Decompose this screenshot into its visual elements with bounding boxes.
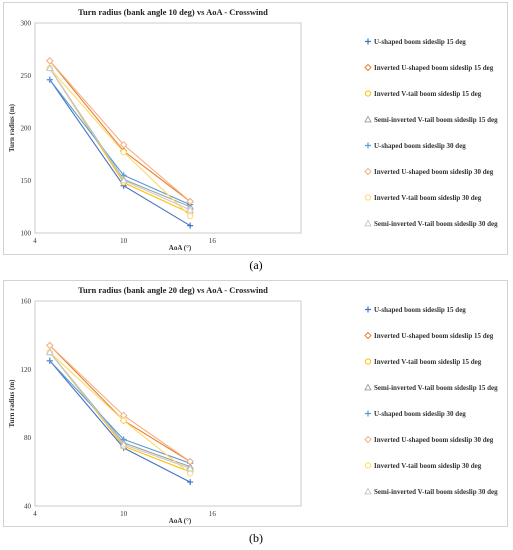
legend-marker bbox=[365, 410, 371, 417]
data-point bbox=[46, 76, 53, 83]
data-point bbox=[120, 149, 127, 156]
data-point bbox=[187, 213, 194, 220]
legend-entry: Inverted U-shaped boom sideslip 30 deg bbox=[374, 168, 494, 176]
y-tick-label: 200 bbox=[21, 125, 32, 133]
data-point bbox=[186, 205, 195, 213]
x-tick-label: 10 bbox=[120, 237, 128, 245]
x-axis-label: AoA (°) bbox=[169, 517, 192, 525]
data-point bbox=[46, 357, 53, 364]
legend-marker bbox=[364, 435, 372, 444]
chart-b-svg: Turn radius (bank angle 20 deg) vs AoA -… bbox=[8, 285, 498, 525]
data-point bbox=[187, 470, 194, 477]
series-line bbox=[49, 67, 191, 211]
y-tick-label: 40 bbox=[24, 503, 32, 511]
y-axis-label: Turn radius (m) bbox=[8, 103, 16, 152]
legend-marker bbox=[364, 462, 372, 469]
legend-marker bbox=[364, 487, 372, 495]
legend-entry: Inverted V-tail boom sideslip 30 deg bbox=[374, 462, 482, 470]
legend-entry: Semi-inverted V-tail boom sideslip 15 de… bbox=[374, 116, 498, 124]
legend-marker bbox=[364, 194, 372, 201]
legend-marker bbox=[364, 63, 372, 72]
x-tick-label: 16 bbox=[209, 510, 217, 518]
y-tick-label: 120 bbox=[21, 366, 32, 374]
chart-a-svg: Turn radius (bank angle 10 deg) vs AoA -… bbox=[8, 7, 498, 252]
chart-title: Turn radius (bank angle 10 deg) vs AoA -… bbox=[78, 7, 268, 17]
data-point bbox=[120, 417, 127, 424]
legend-marker bbox=[365, 306, 371, 313]
legend-entry: Inverted V-tail boom sideslip 15 deg bbox=[374, 90, 482, 98]
panel-label-b: (b) bbox=[249, 531, 263, 545]
plot-area bbox=[34, 300, 302, 507]
legend-entry: U-shaped boom sideslip 30 deg bbox=[374, 410, 466, 418]
series-line bbox=[49, 67, 191, 217]
legend-entry: Inverted U-shaped boom sideslip 15 deg bbox=[374, 332, 494, 340]
y-tick-label: 100 bbox=[21, 230, 32, 238]
data-point bbox=[187, 222, 194, 229]
data-point bbox=[119, 440, 128, 448]
x-tick-label: 4 bbox=[33, 510, 37, 518]
data-point bbox=[186, 464, 195, 472]
legend-marker bbox=[365, 142, 371, 149]
legend-marker bbox=[364, 90, 372, 97]
y-tick-label: 150 bbox=[21, 177, 32, 185]
chart-panel-b: Turn radius (bank angle 20 deg) vs AoA -… bbox=[3, 280, 508, 527]
legend-marker bbox=[364, 219, 372, 227]
data-point bbox=[45, 348, 54, 356]
legend-marker bbox=[364, 167, 372, 176]
legend-marker bbox=[364, 358, 372, 365]
legend-entry: U-shaped boom sideslip 15 deg bbox=[374, 306, 466, 314]
legend-marker bbox=[365, 38, 371, 45]
data-point bbox=[187, 479, 194, 486]
legend-entry: Semi-inverted V-tail boom sideslip 15 de… bbox=[374, 384, 498, 392]
legend-marker bbox=[364, 383, 372, 391]
y-tick-label: 300 bbox=[21, 20, 32, 28]
legend-entry: Inverted U-shaped boom sideslip 30 deg bbox=[374, 436, 494, 444]
series-line bbox=[49, 351, 191, 468]
y-tick-label: 250 bbox=[21, 72, 32, 80]
legend-entry: Inverted V-tail boom sideslip 15 deg bbox=[374, 358, 482, 366]
chart-title: Turn radius (bank angle 20 deg) vs AoA -… bbox=[78, 285, 268, 295]
legend-entry: U-shaped boom sideslip 30 deg bbox=[374, 142, 466, 150]
data-point bbox=[186, 197, 194, 206]
legend-entry: Semi-inverted V-tail boom sideslip 30 de… bbox=[374, 220, 498, 228]
panel-label-a: (a) bbox=[249, 258, 263, 272]
y-tick-label: 80 bbox=[24, 434, 32, 442]
data-point bbox=[45, 64, 54, 72]
data-point bbox=[119, 141, 128, 149]
x-tick-label: 10 bbox=[120, 510, 128, 518]
series-line bbox=[49, 351, 191, 469]
y-axis-label: Turn radius (m) bbox=[8, 379, 16, 428]
y-tick-label: 160 bbox=[21, 298, 32, 306]
data-point bbox=[119, 176, 128, 184]
legend-marker bbox=[364, 331, 372, 340]
chart-panel-a: Turn radius (bank angle 10 deg) vs AoA -… bbox=[3, 2, 508, 255]
x-tick-label: 4 bbox=[33, 237, 37, 245]
legend-entry: Semi-inverted V-tail boom sideslip 30 de… bbox=[374, 488, 498, 496]
legend-entry: U-shaped boom sideslip 15 deg bbox=[374, 38, 466, 46]
x-axis-label: AoA (°) bbox=[169, 244, 192, 252]
legend-marker bbox=[364, 115, 372, 123]
data-point bbox=[46, 57, 54, 65]
plot-area bbox=[34, 22, 302, 234]
legend-entry: Inverted V-tail boom sideslip 30 deg bbox=[374, 194, 482, 202]
x-tick-label: 16 bbox=[209, 237, 217, 245]
legend-entry: Inverted U-shaped boom sideslip 15 deg bbox=[374, 64, 494, 72]
